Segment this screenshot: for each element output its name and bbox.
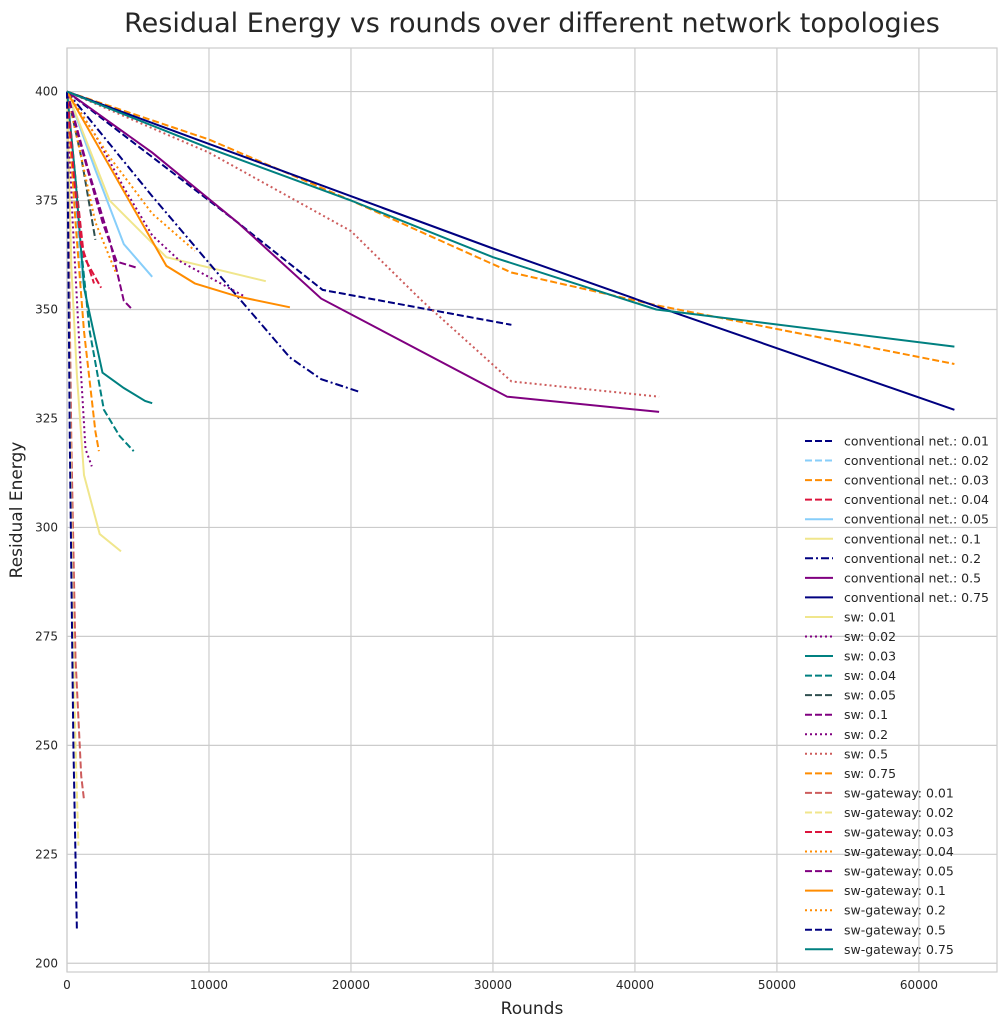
series-line-21 bbox=[66, 91, 118, 275]
legend-label: sw: 0.5 bbox=[844, 746, 888, 761]
y-tick-label: 275 bbox=[35, 629, 58, 643]
x-tick-label: 60000 bbox=[900, 978, 938, 992]
legend-label: conventional net.: 0.75 bbox=[844, 590, 989, 605]
series-line-12 bbox=[66, 91, 135, 452]
series-line-10 bbox=[66, 91, 93, 467]
series-line-25 bbox=[66, 91, 78, 931]
legend-label: sw: 0.1 bbox=[844, 707, 888, 722]
x-tick-labels: 0 10000 20000 30000 40000 50000 60000 bbox=[63, 978, 938, 992]
plot-area bbox=[66, 47, 998, 973]
legend-label: conventional net.: 0.05 bbox=[844, 512, 989, 527]
x-tick-label: 40000 bbox=[616, 978, 654, 992]
legend-label: sw: 0.2 bbox=[844, 727, 888, 742]
chart-title: Residual Energy vs rounds over different… bbox=[124, 8, 940, 39]
series-line-4 bbox=[66, 91, 153, 278]
legend-label: sw: 0.04 bbox=[844, 668, 896, 683]
y-tick-label: 225 bbox=[35, 847, 58, 861]
legend-label: conventional net.: 0.01 bbox=[844, 434, 989, 449]
legend-label: sw-gateway: 0.1 bbox=[844, 883, 946, 898]
y-axis-label: Residual Energy bbox=[7, 442, 27, 579]
series-line-11 bbox=[66, 91, 153, 405]
legend-label: sw-gateway: 0.75 bbox=[844, 942, 954, 957]
legend-label: sw: 0.05 bbox=[844, 688, 896, 703]
series-line-9 bbox=[66, 91, 122, 553]
legend-label: sw: 0.01 bbox=[844, 609, 896, 624]
series-layer bbox=[66, 90, 955, 931]
legend-label: conventional net.: 0.03 bbox=[844, 473, 989, 488]
legend-label: conventional net.: 0.5 bbox=[844, 570, 981, 585]
series-line-20 bbox=[66, 91, 95, 284]
series-line-23 bbox=[66, 91, 291, 309]
grid bbox=[66, 48, 997, 972]
legend-label: sw-gateway: 0.5 bbox=[844, 922, 946, 937]
y-tick-label: 250 bbox=[35, 738, 58, 752]
legend-label: conventional net.: 0.02 bbox=[844, 453, 989, 468]
y-tick-label: 200 bbox=[35, 956, 58, 970]
legend-label: sw-gateway: 0.02 bbox=[844, 805, 954, 820]
legend-label: sw-gateway: 0.05 bbox=[844, 864, 954, 879]
series-line-17 bbox=[66, 91, 100, 452]
legend-label: sw-gateway: 0.04 bbox=[844, 844, 954, 859]
series-line-5 bbox=[66, 91, 267, 283]
legend-label: conventional net.: 0.1 bbox=[844, 531, 981, 546]
legend-label: sw: 0.02 bbox=[844, 629, 896, 644]
x-tick-label: 30000 bbox=[474, 978, 512, 992]
y-tick-label: 300 bbox=[35, 520, 58, 534]
series-line-26 bbox=[66, 90, 955, 348]
y-tick-label: 400 bbox=[35, 85, 58, 99]
y-tick-label: 350 bbox=[35, 303, 58, 317]
legend-label: sw-gateway: 0.2 bbox=[844, 903, 946, 918]
x-tick-label: 20000 bbox=[332, 978, 370, 992]
series-line-8 bbox=[66, 90, 955, 411]
series-line-16 bbox=[66, 90, 660, 398]
legend-label: conventional net.: 0.2 bbox=[844, 551, 981, 566]
legend-label: sw: 0.03 bbox=[844, 649, 896, 664]
y-tick-label: 375 bbox=[35, 194, 58, 208]
legend: conventional net.: 0.01 conventional net.… bbox=[805, 434, 989, 957]
legend-label: sw: 0.75 bbox=[844, 766, 896, 781]
x-tick-label: 10000 bbox=[190, 978, 228, 992]
legend-label: sw-gateway: 0.03 bbox=[844, 825, 954, 840]
x-tick-label: 0 bbox=[63, 978, 71, 992]
series-line-6 bbox=[66, 90, 362, 394]
x-tick-label: 50000 bbox=[758, 978, 796, 992]
series-line-7 bbox=[66, 90, 660, 413]
y-tick-label: 325 bbox=[35, 411, 58, 425]
series-line-2 bbox=[66, 90, 955, 365]
y-tick-labels: 200 225 250 275 300 325 350 375 400 bbox=[35, 85, 58, 971]
legend-label: sw-gateway: 0.01 bbox=[844, 785, 954, 800]
x-axis-label: Rounds bbox=[501, 999, 564, 1019]
series-line-22 bbox=[66, 91, 139, 270]
legend-label: conventional net.: 0.04 bbox=[844, 492, 989, 507]
